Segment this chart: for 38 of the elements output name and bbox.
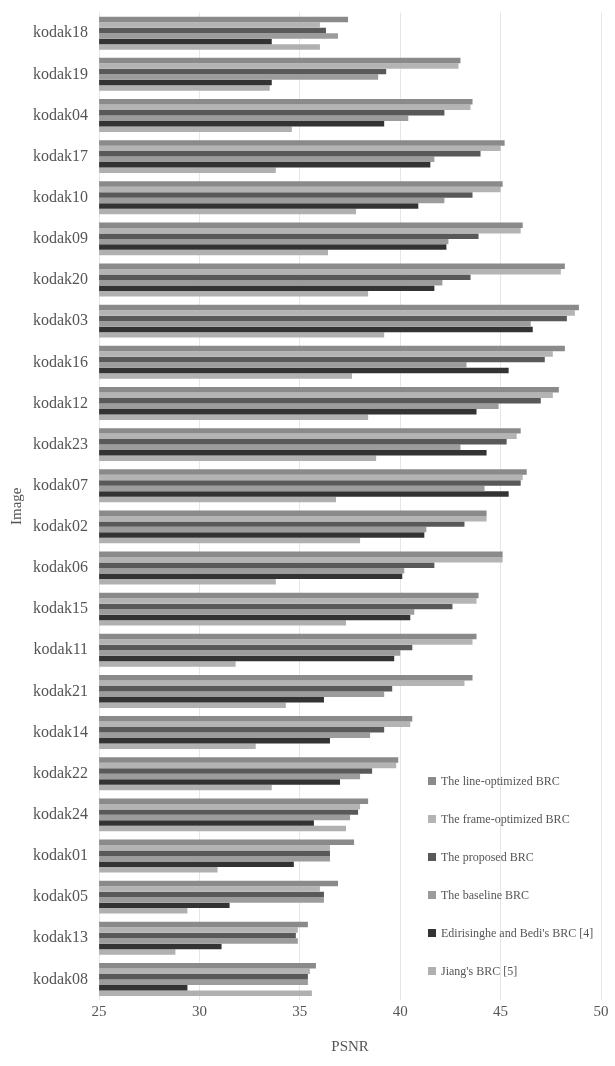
legend-label: The frame-optimized BRC [441,811,570,827]
y-tick-label: kodak17 [32,146,89,164]
y-tick-label: kodak20 [32,270,89,288]
x-tick-label: 35 [292,1002,308,1019]
y-tick-label: kodak07 [32,475,89,493]
y-tick-label: kodak15 [32,599,89,617]
y-tick-label: kodak19 [32,64,89,82]
x-axis-title: PSNR [331,1037,369,1054]
y-tick-label: kodak08 [32,969,89,987]
x-tick-label: 25 [91,1002,107,1019]
x-tick-label: 40 [392,1002,408,1019]
legend-label: The line-optimized BRC [441,773,560,789]
y-tick-label: kodak05 [32,887,89,905]
y-tick-label: kodak01 [32,846,89,864]
y-tick-label: kodak23 [32,434,89,452]
x-tick-label: 30 [191,1002,207,1019]
y-tick-label: kodak13 [32,928,89,946]
y-tick-label: kodak10 [32,187,89,205]
y-tick-label: kodak02 [32,517,89,535]
y-tick-label: kodak22 [32,763,89,781]
y-tick-label: kodak16 [32,352,89,370]
legend-label: The baseline BRC [441,887,529,903]
x-tick-label: 45 [493,1002,509,1019]
y-tick-label: kodak04 [32,105,89,123]
y-tick-label: kodak09 [32,229,89,247]
y-tick-label: kodak24 [32,805,89,823]
legend-label: Jiang's BRC [5] [441,963,518,979]
x-tick-label: 50 [593,1002,609,1019]
y-tick-label: kodak03 [32,311,89,329]
y-tick-label: kodak21 [32,681,89,699]
y-tick-label: kodak11 [33,640,89,658]
legend-label: Edirisinghe and Bedi's BRC [4] [441,925,594,941]
y-tick-label: kodak12 [32,393,89,411]
y-tick-label: kodak14 [32,722,89,740]
y-tick-label: kodak18 [32,23,89,41]
y-tick-label: kodak06 [32,558,89,576]
y-axis-title: Image [7,487,24,526]
legend-label: The proposed BRC [441,849,534,865]
